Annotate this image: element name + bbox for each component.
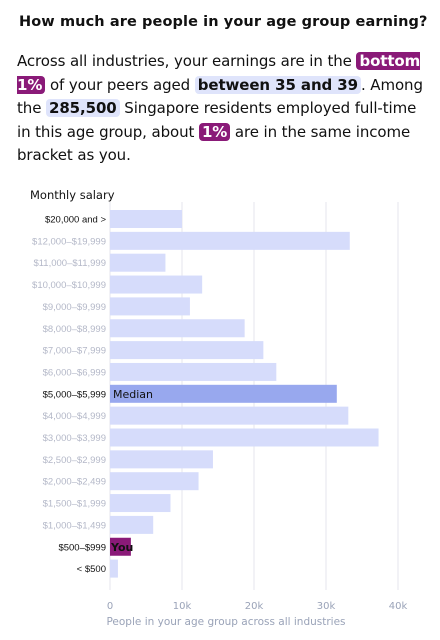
category-label-4-000-4-999: $4,000–$4,999 [43, 411, 106, 422]
category-label-2-500-2-999: $2,500–$2,999 [43, 455, 106, 466]
category-label-10-000-10-999: $10,000–$10,999 [32, 280, 106, 291]
summary-text-3: . Among the [17, 75, 423, 118]
bar-10-000-10-999 [110, 275, 203, 294]
bar-1-500-1-999 [110, 494, 171, 513]
bar-8-000-8-999 [110, 319, 245, 338]
category-label-8-000-8-999: $8,000–$8,999 [43, 324, 106, 335]
x-tick-10k: 10k [173, 601, 192, 612]
bar-1-000-1-499 [110, 515, 154, 534]
category-label-20-000-and: $20,000 and > [45, 215, 106, 226]
bar-2-500-2-999 [110, 450, 213, 469]
category-labels: $20,000 and > $12,000–$19,999 $11,000–$11,… [32, 215, 106, 576]
bar-12-000-19-999 [110, 231, 350, 250]
category-label-11-000-11-999: $11,000–$11,999 [33, 258, 106, 269]
bar-4-000-4-999 [110, 406, 349, 425]
y-axis-title: Monthly salary [30, 188, 115, 202]
summary-text-4: Singapore residents employed full-time i… [17, 99, 417, 141]
bar-500-999 [110, 537, 131, 556]
bar-9-000-9-999 [110, 297, 190, 316]
category-label-5-000-5-999: $5,000–$5,999 [43, 389, 106, 400]
chart-heading: How much are people in your age group ea… [19, 14, 428, 30]
bar-2-000-2-499 [110, 472, 199, 491]
bar-3-000-3-999 [110, 428, 379, 447]
category-label-9-000-9-999: $9,000–$9,999 [43, 302, 106, 313]
x-tick-0: 0 [107, 601, 113, 612]
bar-7-000-7-999 [110, 341, 264, 360]
bar-11-000-11-999 [110, 253, 166, 272]
age-range-badge: between 35 and 39 [194, 75, 361, 94]
category-label-1-500-1-999: $1,500–$1,999 [43, 499, 106, 510]
salary-distribution-chart: Monthly salary Median You $20,000 and > $1… [30, 188, 408, 628]
category-label-1-000-1-499: $1,000–$1,499 [43, 520, 106, 531]
category-label-6-000-6-999: $6,000–$6,999 [43, 367, 106, 378]
x-tick-40k: 40k [389, 601, 408, 612]
category-label-12-000-19-999: $12,000–$19,999 [32, 236, 106, 247]
x-axis-title: People in your age group across all indu… [106, 616, 345, 628]
x-tick-30k: 30k [317, 601, 336, 612]
summary-text-1: Across all industries, your earnings are… [17, 52, 352, 70]
bar-20-000-and [110, 210, 182, 228]
x-tick-labels: 0 10k 20k 30k 40k [107, 601, 408, 612]
bar-6-000-6-999 [110, 362, 277, 381]
bar-500 [110, 559, 118, 578]
summary-paragraph: Across all industries, your earnings are… [17, 50, 429, 168]
resident-count-badge: 285,500 [46, 99, 120, 117]
bracket-share-badge: 1% [198, 122, 231, 141]
category-label-2-000-2-499: $2,000–$2,499 [43, 477, 106, 488]
summary-text-2: of your peers aged [49, 75, 191, 94]
bar-5-000-5-999 [110, 384, 337, 403]
bars-group: Median You [110, 210, 379, 578]
category-label-500: < $500 [77, 564, 106, 575]
x-tick-20k: 20k [245, 601, 264, 612]
you-label: You [110, 541, 133, 554]
category-label-500-999: $500–$999 [58, 542, 106, 553]
category-label-7-000-7-999: $7,000–$7,999 [43, 346, 106, 357]
median-label: Median [113, 388, 153, 401]
category-label-3-000-3-999: $3,000–$3,999 [43, 433, 106, 444]
summary-text-5: are in the same income bracket as you. [17, 122, 411, 165]
